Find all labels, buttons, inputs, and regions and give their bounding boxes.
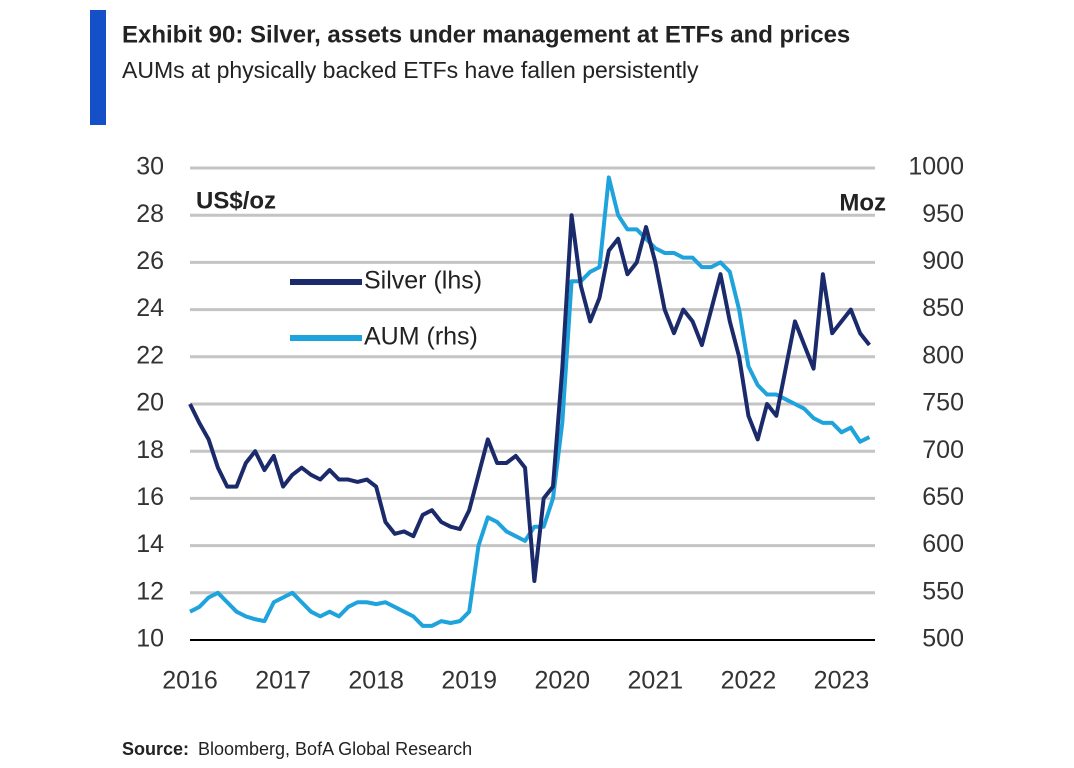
y2-tick-label: 900	[922, 247, 964, 275]
y2-tick-label: 1000	[908, 153, 964, 181]
y-tick-label: 12	[136, 577, 164, 605]
y2-tick-label: 500	[922, 625, 964, 653]
y-tick-label: 30	[136, 153, 164, 181]
x-tick-label: 2020	[534, 667, 590, 695]
legend-label: Silver (lhs)	[364, 267, 482, 295]
y-tick-label: 14	[136, 530, 164, 558]
chart-title: Exhibit 90: Silver, assets under managem…	[122, 21, 850, 48]
y-axis-label: US$/oz	[196, 187, 276, 214]
x-tick-label: 2018	[348, 667, 404, 695]
x-tick-label: 2023	[814, 667, 870, 695]
y-tick-label: 24	[136, 294, 164, 322]
series-line	[189, 175, 871, 628]
x-tick-label: 2017	[255, 667, 311, 695]
y2-tick-label: 750	[922, 389, 964, 417]
series-line	[188, 213, 871, 583]
y-tick-label: 16	[136, 483, 164, 511]
y-tick-label: 20	[136, 389, 164, 417]
y2-tick-label: 850	[922, 294, 964, 322]
x-tick-label: 2019	[441, 667, 497, 695]
y-tick-label: 26	[136, 247, 164, 275]
y-tick-label: 10	[136, 625, 164, 653]
y-tick-label: 28	[136, 200, 164, 228]
y2-tick-label: 650	[922, 483, 964, 511]
accent-bar	[90, 10, 106, 125]
y2-tick-label: 700	[922, 436, 964, 464]
y2-tick-label: 800	[922, 341, 964, 369]
y2-tick-label: 950	[922, 200, 964, 228]
chart-subtitle: AUMs at physically backed ETFs have fall…	[122, 57, 699, 83]
x-tick-label: 2016	[162, 667, 218, 695]
legend-label: AUM (rhs)	[364, 323, 478, 351]
source-text: Bloomberg, BofA Global Research	[198, 739, 472, 759]
y2-axis-label: Moz	[839, 189, 886, 216]
source-label: Source:	[122, 739, 189, 759]
x-tick-label: 2022	[721, 667, 777, 695]
y-tick-label: 22	[136, 341, 164, 369]
y2-tick-label: 550	[922, 577, 964, 605]
x-tick-label: 2021	[628, 667, 684, 695]
y-tick-label: 18	[136, 436, 164, 464]
y2-tick-label: 600	[922, 530, 964, 558]
